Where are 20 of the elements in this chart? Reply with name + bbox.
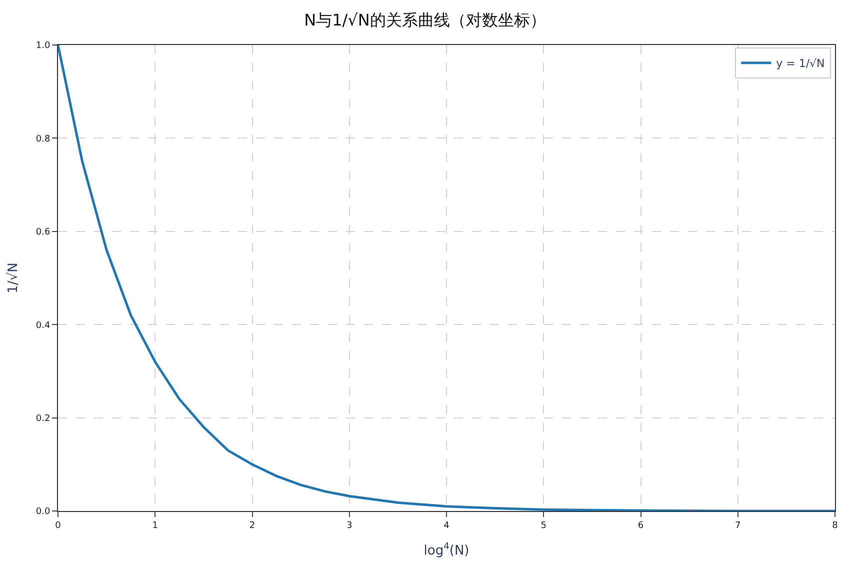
y-tick-label: 0.4 — [36, 320, 50, 331]
x-tick-label: 7 — [735, 520, 741, 531]
x-tick-label: 3 — [346, 520, 352, 531]
x-tick-label: 5 — [540, 520, 546, 531]
y-tick-label: 0.6 — [36, 228, 50, 238]
chart-title: N与1/√N的关系曲线（对数坐标） — [304, 10, 546, 30]
x-tick-label: 1 — [152, 520, 158, 531]
y-tick-label: 0.2 — [36, 414, 50, 424]
y-axis-title: 1/√N — [6, 262, 21, 294]
x-axis-title: log$^{4}$(N) — [424, 542, 470, 558]
x-tick-label: 4 — [444, 520, 450, 531]
x-tick-label: 6 — [638, 520, 644, 531]
y-tick-label: 1.0 — [36, 41, 50, 52]
y-tick-label: 0.8 — [36, 134, 50, 144]
legend-label: y = 1/√N — [776, 57, 825, 70]
x-tick-label: 2 — [249, 520, 256, 531]
line-series — [58, 45, 835, 511]
x-tick-label: 0 — [55, 520, 62, 531]
x-tick-label: 8 — [832, 520, 838, 531]
y-tick-label: 0.0 — [36, 507, 50, 518]
